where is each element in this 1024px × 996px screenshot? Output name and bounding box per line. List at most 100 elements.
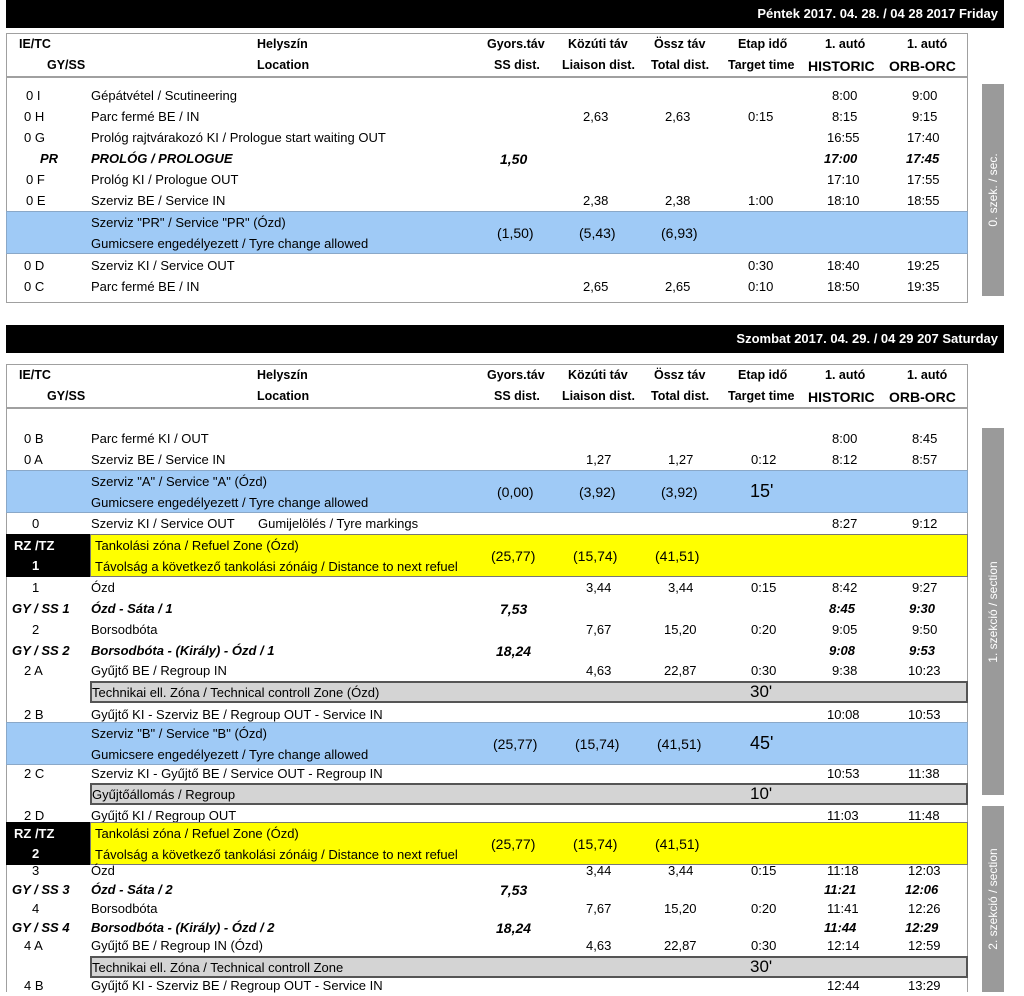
row-historic: 8:00 xyxy=(832,431,858,446)
service-a-ss: (0,00) xyxy=(497,484,534,500)
row-historic: 17:00 xyxy=(824,151,858,166)
service-a-block: Szerviz "A" / Service "A" (Ózd) Gumicser… xyxy=(6,470,968,513)
regroup-target: 10' xyxy=(750,784,773,803)
hdr-location: Location xyxy=(257,58,310,72)
row-orb: 9:12 xyxy=(912,516,938,531)
rz1-liaison: (15,74) xyxy=(573,548,618,564)
saturday-frame xyxy=(6,364,968,992)
service-a-liaison: (3,92) xyxy=(579,484,616,500)
rz2-liaison: (15,74) xyxy=(573,836,618,852)
row-orb: 11:38 xyxy=(908,766,940,781)
row-liaison: 7,67 xyxy=(586,622,612,637)
saturday-header: IE/TC GY/SS Helyszín Location Gyors.táv … xyxy=(6,364,968,409)
row-target: 0:20 xyxy=(751,622,777,637)
hdr-kozuti: Közúti táv xyxy=(568,368,628,382)
row-historic: 11:03 xyxy=(827,808,859,823)
row-loc: Prológ rajtvárakozó KI / Prologue start … xyxy=(91,130,386,145)
section-2-sidebar: 2. szekció / section xyxy=(982,806,1004,992)
row-code: PR xyxy=(40,151,59,166)
service-pr-block: Szerviz "PR" / Service "PR" (Ózd) Gumics… xyxy=(6,211,968,254)
row-historic: 8:27 xyxy=(832,516,858,531)
refuel-zone-1-badge: RZ /TZ 1 xyxy=(6,534,90,577)
row-code: 0 E xyxy=(26,193,46,208)
hdr-ssdist: SS dist. xyxy=(494,58,540,72)
hdr-total: Total dist. xyxy=(651,389,710,403)
row-target: 0:15 xyxy=(751,863,777,878)
table-row: GY / SS 1 Ózd - Sáta / 1 7,53 8:45 9:30 xyxy=(6,598,968,619)
row-loc: Gyűjtő KI / Regroup OUT xyxy=(91,808,237,823)
rz1-distance-label: Távolság a következő tankolási zónáig / … xyxy=(95,559,458,574)
row-code: 0 B xyxy=(24,431,44,446)
row-total: 22,87 xyxy=(664,663,697,678)
table-row: GY / SS 4 Borsodbóta - (Király) - Ózd / … xyxy=(6,917,968,938)
row-code: 0 I xyxy=(26,88,41,103)
row-target: 0:10 xyxy=(748,279,774,294)
hdr-total: Total dist. xyxy=(651,58,710,72)
tc2-target: 30' xyxy=(750,957,773,976)
row-loc: Parc fermé BE / IN xyxy=(91,109,200,124)
row-historic: 9:08 xyxy=(829,643,856,658)
tc1-label: Technikai ell. Zóna / Technical controll… xyxy=(92,685,380,700)
row-code: 3 xyxy=(32,863,40,878)
row-historic: 11:41 xyxy=(827,901,859,916)
section-1-label: 1. szekció / section xyxy=(986,560,1000,663)
hdr-orb: ORB-ORC xyxy=(889,389,956,405)
rz2-total: (41,51) xyxy=(655,836,700,852)
row-code: 2 B xyxy=(24,707,44,722)
row-loc: Szerviz KI / Service OUT xyxy=(91,258,235,273)
row-liaison: 3,44 xyxy=(586,863,612,878)
service-b-title: Szerviz "B" / Service "B" (Ózd) xyxy=(91,726,267,741)
row-loc: Ózd - Sáta / 1 xyxy=(91,601,173,616)
row-total: 3,44 xyxy=(668,863,694,878)
refuel-zone-2-badge: RZ /TZ 2 xyxy=(6,822,90,865)
table-row: 0 H Parc fermé BE / IN 2,63 2,63 0:15 8:… xyxy=(6,106,968,127)
service-b-block: Szerviz "B" / Service "B" (Ózd) Gumicser… xyxy=(6,722,968,765)
row-historic: 10:53 xyxy=(827,766,860,781)
row-total: 1,27 xyxy=(668,452,694,467)
table-row: 0 F Prológ KI / Prologue OUT 17:10 17:55 xyxy=(6,169,968,190)
row-code: GY / SS 3 xyxy=(12,882,70,897)
row-loc: Szerviz BE / Service IN xyxy=(91,452,226,467)
rz2-number: 2 xyxy=(32,846,40,861)
table-row: PR PROLÓG / PROLOGUE 1,50 17:00 17:45 xyxy=(6,148,968,169)
row-code: 0 xyxy=(32,516,40,531)
section-2-label: 2. szekció / section xyxy=(986,848,1000,950)
service-pr-total: (6,93) xyxy=(661,225,698,241)
table-row: 4 A Gyűjtő BE / Regroup IN (Ózd) 4,63 22… xyxy=(6,935,968,956)
row-liaison: 2,65 xyxy=(583,279,609,294)
regroup-zone: Gyűjtőállomás / Regroup 10' xyxy=(90,783,968,805)
table-row: 0 A Szerviz BE / Service IN 1,27 1,27 0:… xyxy=(6,449,968,470)
rz1-total: (41,51) xyxy=(655,548,700,564)
service-a-title: Szerviz "A" / Service "A" (Ózd) xyxy=(91,474,267,489)
table-row: 0 C Parc fermé BE / IN 2,65 2,65 0:10 18… xyxy=(6,276,968,297)
row-orb: 17:45 xyxy=(906,151,940,166)
row-loc: Ózd xyxy=(91,580,115,595)
row-ss: 7,53 xyxy=(500,882,528,898)
hdr-auto2: 1. autó xyxy=(907,368,948,382)
row-orb: 8:57 xyxy=(912,452,938,467)
service-pr-tyre: Gumicsere engedélyezett / Tyre change al… xyxy=(91,236,369,251)
tc2-label: Technikai ell. Zóna / Technical controll… xyxy=(92,960,344,975)
service-a-target: 15' xyxy=(750,481,774,501)
row-orb: 9:30 xyxy=(909,601,936,616)
row-code: 1 xyxy=(32,580,40,595)
row-total: 2,38 xyxy=(665,193,691,208)
hdr-target: Target time xyxy=(728,58,795,72)
row-liaison: 1,27 xyxy=(586,452,612,467)
row-historic: 11:44 xyxy=(824,920,857,935)
row-target: 0:15 xyxy=(748,109,774,124)
tc1-target: 30' xyxy=(750,682,773,701)
row-target: 0:30 xyxy=(748,258,774,273)
row-ss: 1,50 xyxy=(500,151,528,167)
row-target: 1:00 xyxy=(748,193,774,208)
row-code: 2 A xyxy=(24,663,43,678)
row-historic: 8:45 xyxy=(829,601,856,616)
technical-control-zone-2: Technikai ell. Zóna / Technical controll… xyxy=(90,956,968,978)
row-liaison: 2,63 xyxy=(583,109,609,124)
row-loc: Gyűjtő KI - Szerviz BE / Regroup OUT - S… xyxy=(91,978,383,993)
row-code: 2 C xyxy=(24,766,45,781)
section-1-sidebar: 1. szekció / section xyxy=(982,428,1004,795)
row-target: 0:30 xyxy=(751,663,777,678)
hdr-auto1: 1. autó xyxy=(825,37,866,51)
row-total: 22,87 xyxy=(664,938,697,953)
